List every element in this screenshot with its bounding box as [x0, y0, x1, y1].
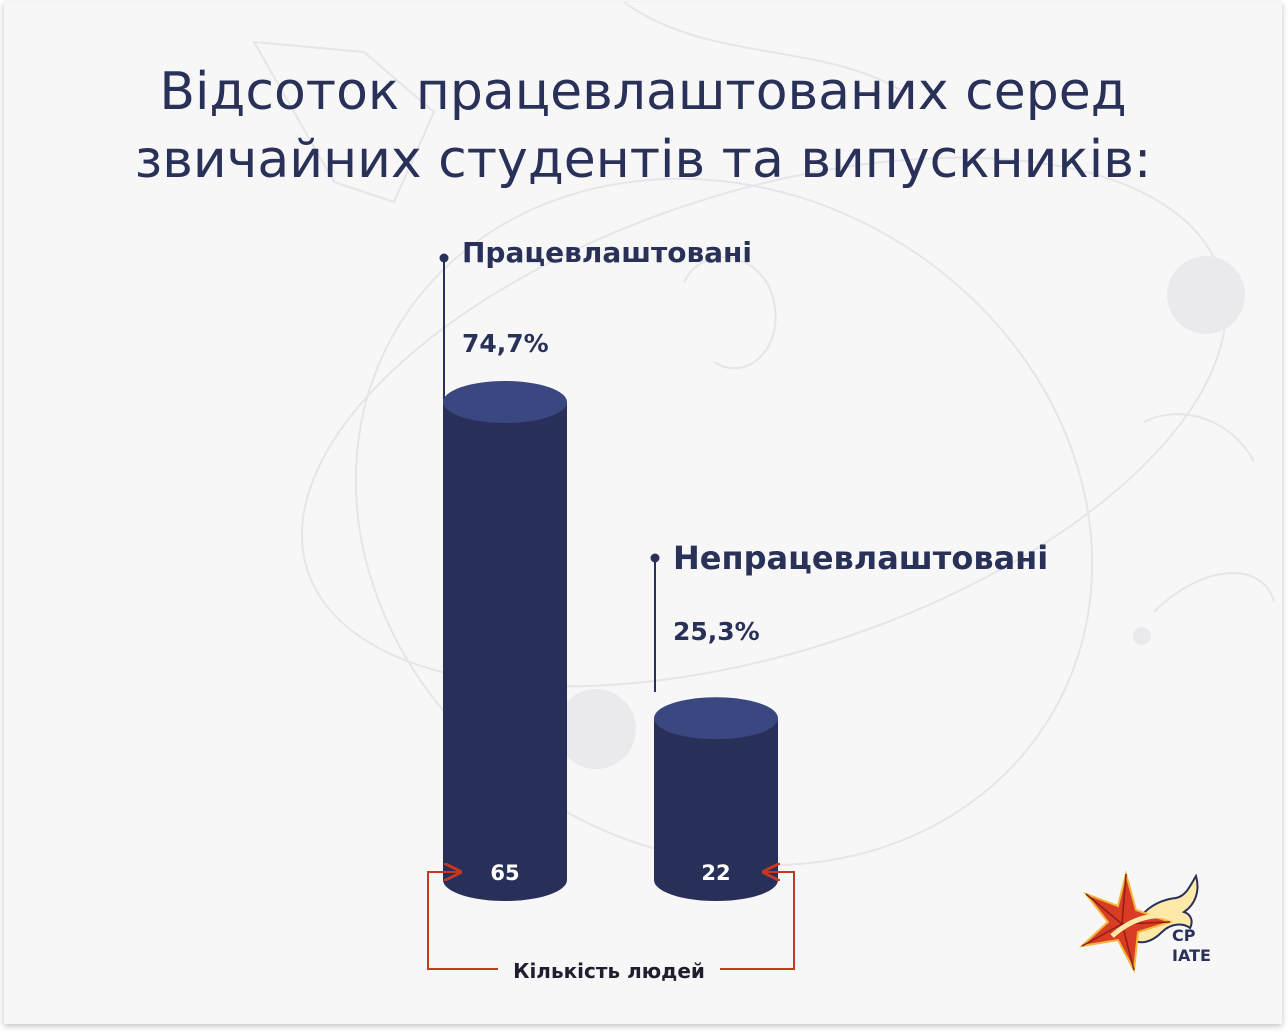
percent-label-employed: 74,7% [462, 329, 549, 358]
page-title: Відсоток працевлаштованих серед звичайни… [4, 58, 1282, 194]
logo-swoosh [1110, 913, 1171, 938]
leader-dot-employed [439, 253, 449, 263]
cp-iate-logo [1078, 870, 1199, 974]
logo-line-2: IATE [1172, 946, 1211, 965]
bar-chart: Працевлаштовані 74,7% 65 Непрацевлаштова… [427, 236, 1048, 983]
bracket-arrow-right [720, 872, 795, 970]
title-line-2: звичайних студентів та випускників: [134, 130, 1152, 190]
count-label-unemployed: 22 [701, 861, 730, 885]
bar-unemployed [654, 718, 778, 901]
logo-text: CP IATE [1172, 926, 1211, 966]
category-label-employed: Працевлаштовані [462, 236, 752, 269]
bar-group-employed: Працевлаштовані 74,7% 65 [439, 236, 752, 901]
category-label-unemployed: Непрацевлаштовані [673, 539, 1048, 577]
title-line-1: Відсоток працевлаштованих серед [159, 62, 1127, 122]
bar-top-employed [443, 381, 567, 423]
count-label-employed: 65 [490, 861, 519, 885]
background-illustration [252, 2, 1275, 867]
count-bracket: Кількість людей [427, 872, 795, 983]
bar-employed [443, 402, 567, 901]
leader-dot-unemployed [650, 553, 660, 563]
logo-line-1: CP [1172, 926, 1196, 945]
bracket-arrow-left [427, 872, 498, 970]
percent-label-unemployed: 25,3% [673, 617, 760, 646]
bar-group-unemployed: Непрацевлаштовані 25,3% 22 [650, 539, 1048, 901]
bar-top-unemployed [654, 697, 778, 740]
axis-label-count: Кількість людей [513, 959, 705, 983]
infographic-card: Відсоток працевлаштованих серед звичайни… [4, 2, 1282, 1024]
